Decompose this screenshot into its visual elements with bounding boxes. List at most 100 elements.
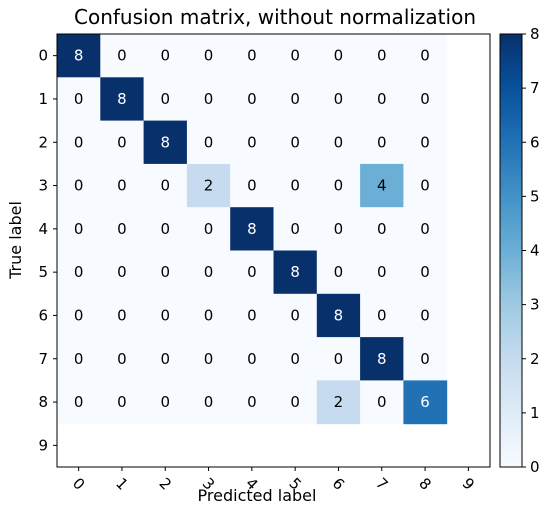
heatmap-cell (360, 120, 404, 165)
cell-value-label: 0 (74, 393, 84, 411)
cell-value-label: 0 (160, 393, 170, 411)
x-tick-label: 9 (459, 474, 478, 493)
colorbar-tick-label: 1 (530, 404, 540, 422)
heatmap-cell (57, 163, 101, 208)
cell-value-label: 0 (74, 306, 84, 324)
colorbar-tick-label: 7 (530, 79, 540, 97)
cell-value-label: 0 (74, 90, 84, 108)
heatmap-cell (360, 380, 404, 425)
heatmap-cell (100, 293, 145, 338)
cell-value-label: 0 (377, 90, 387, 108)
cell-value-label: 0 (204, 90, 214, 108)
cell-value-label: 2 (334, 393, 344, 411)
heatmap-cell (57, 293, 101, 338)
heatmap-cell (230, 207, 274, 251)
cell-value-label: 0 (420, 177, 430, 195)
cell-value-label: 0 (247, 133, 257, 151)
cell-value-label: 8 (334, 306, 344, 324)
cell-value-label: 0 (334, 47, 344, 65)
heatmap-cell (316, 293, 361, 338)
heatmap-cell (360, 337, 404, 381)
heatmap-cell (403, 337, 448, 381)
cell-value-label: 0 (377, 47, 387, 65)
heatmap-cell (186, 77, 231, 122)
colorbar-tick-label: 0 (530, 458, 540, 476)
cell-value-label: 0 (160, 350, 170, 368)
cell-value-label: 0 (117, 177, 127, 195)
heatmap-cell (100, 337, 145, 381)
cell-value-label: 0 (117, 263, 127, 281)
heatmap-cell (230, 77, 274, 122)
cell-value-label: 4 (377, 177, 387, 195)
heatmap-cell (143, 34, 188, 78)
heatmap-cell (143, 380, 188, 425)
cell-value-label: 0 (334, 90, 344, 108)
heatmap-cell (57, 34, 101, 78)
colorbar: 0 1 2 3 4 5 6 7 8 (499, 25, 540, 476)
y-tick-label: 5 (38, 263, 48, 281)
cell-value-label: 0 (290, 177, 300, 195)
cell-value-label: 0 (74, 133, 84, 151)
y-tick-label: 2 (38, 133, 48, 151)
heatmap-cell (100, 380, 145, 425)
heatmap-cell (403, 163, 448, 208)
cell-value-label: 0 (204, 47, 214, 65)
cell-value-label: 0 (290, 90, 300, 108)
cell-value-label: 0 (117, 220, 127, 238)
y-tick-label: 6 (38, 306, 48, 324)
cell-value-label: 0 (290, 133, 300, 151)
cell-value-label: 0 (204, 393, 214, 411)
cell-value-label: 0 (74, 263, 84, 281)
cell-value-label: 0 (204, 306, 214, 324)
heatmap-cell (316, 34, 361, 78)
heatmap-cell (57, 120, 101, 165)
y-tick-label: 4 (38, 220, 48, 238)
cell-value-label: 0 (247, 263, 257, 281)
cell-value-label: 0 (204, 263, 214, 281)
cell-value-label: 0 (420, 90, 430, 108)
cell-value-label: 0 (247, 306, 257, 324)
heatmap-cell (403, 207, 448, 251)
chart-title: Confusion matrix, without normalization (74, 5, 476, 29)
y-axis-ticks: 0 1 2 3 4 5 6 7 8 9 (38, 47, 57, 454)
colorbar-tick-label: 4 (530, 242, 540, 260)
heatmap-cell (143, 120, 188, 165)
cell-value-label: 0 (377, 263, 387, 281)
cell-value-label: 0 (334, 133, 344, 151)
cell-value-label: 0 (334, 177, 344, 195)
colorbar-gradient (499, 33, 523, 468)
cell-value-label: 2 (204, 177, 214, 195)
heatmap-cell (360, 34, 404, 78)
cell-value-label: 0 (160, 263, 170, 281)
heatmap-cell (57, 337, 101, 381)
cell-value-label: 0 (290, 350, 300, 368)
heatmap-cell (230, 337, 274, 381)
cell-value-label: 8 (160, 133, 170, 151)
heatmap-cell (403, 77, 448, 122)
cell-value-label: 0 (204, 220, 214, 238)
cell-value-label: 0 (377, 220, 387, 238)
y-axis-label: True label (6, 201, 25, 280)
heatmap-cell (273, 380, 318, 425)
x-tick-label: 6 (329, 474, 348, 493)
cell-value-label: 0 (334, 350, 344, 368)
cell-value-label: 0 (247, 393, 257, 411)
heatmap-cell (316, 120, 361, 165)
cell-value-label: 8 (117, 90, 127, 108)
cell-value-label: 0 (117, 47, 127, 65)
heatmap-cell (57, 380, 101, 425)
heatmap-cell (273, 250, 318, 295)
heatmap-cell (186, 337, 231, 381)
heatmap-cell (273, 207, 318, 251)
cell-value-label: 0 (334, 263, 344, 281)
y-tick-label: 8 (38, 393, 48, 411)
heatmap-cell (273, 293, 318, 338)
heatmap-cell (57, 207, 101, 251)
heatmap-cell (273, 120, 318, 165)
heatmap-cell (230, 34, 274, 78)
cell-value-label: 0 (290, 306, 300, 324)
cell-value-label: 8 (247, 220, 257, 238)
colorbar-tick-label: 5 (530, 187, 540, 205)
heatmap-cell (230, 250, 274, 295)
colorbar-tick-label: 3 (530, 296, 540, 314)
